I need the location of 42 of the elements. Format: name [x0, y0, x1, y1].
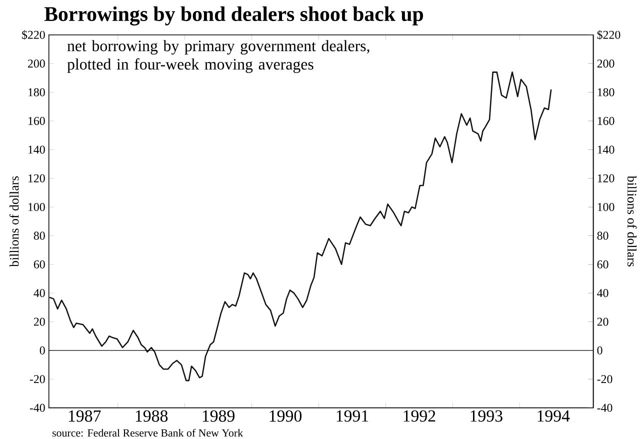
x-tick-label: 1990	[270, 410, 302, 422]
y-axis-title: billions of dollars	[9, 176, 19, 268]
y2-tick-label: 160	[598, 117, 614, 126]
chart-title: Borrowings by bond dealers shoot back up	[44, 6, 424, 26]
y2-tick-label: $220	[597, 30, 620, 40]
text: net borrowing by primary government dealers, plotted in four-week moving averages	[67, 40, 370, 74]
x-tick-label: 1993	[470, 410, 502, 422]
y-tick-label: 100	[28, 203, 45, 212]
y2-tick-label: 200	[597, 60, 614, 68]
y2-tick-label: -20	[597, 375, 612, 384]
source-note: source: Federal Reserve Bank of New York	[52, 428, 244, 437]
x-tick-label: 1994	[538, 410, 570, 422]
y-tick-label: -20	[30, 375, 45, 384]
line-series	[48, 72, 552, 382]
y2-tick-label: 0	[597, 346, 602, 355]
y-tick-label: 40	[34, 289, 45, 298]
y2-tick-label: 120	[598, 174, 614, 182]
x-tick-label: 1991	[336, 410, 368, 422]
y-tick-label: 60	[34, 260, 45, 269]
y-tick-label: 120	[28, 174, 45, 182]
y-tick-label: 20	[34, 318, 45, 326]
y-tick-label: 80	[34, 232, 45, 240]
x-tick-label: 1987	[68, 410, 101, 422]
y2-tick-label: 40	[597, 289, 608, 298]
y-tick-label: $220	[22, 30, 45, 40]
y2-tick-label: 100	[598, 203, 614, 212]
y-tick-label: 160	[28, 117, 45, 126]
y-tick-label: 0	[40, 346, 45, 355]
x-tick-label: 1989	[202, 410, 234, 422]
y2-axis-title: billions of dollars	[627, 176, 637, 267]
y2-tick-label: 20	[597, 318, 608, 326]
y-tick-label: 200	[28, 60, 45, 68]
y-tick-label: -40	[30, 404, 45, 412]
x-tick-label: 1992	[404, 410, 436, 422]
x-tick-label: 1988	[136, 410, 168, 422]
y2-tick-label: 60	[597, 260, 608, 269]
y2-tick-label: 80	[597, 232, 608, 240]
y2-tick-label: -40	[597, 404, 612, 412]
y2-tick-label: 140	[598, 146, 614, 154]
y2-tick-label: 180	[598, 88, 614, 96]
y-tick-label: 180	[28, 88, 45, 96]
y-tick-label: 140	[28, 146, 45, 154]
